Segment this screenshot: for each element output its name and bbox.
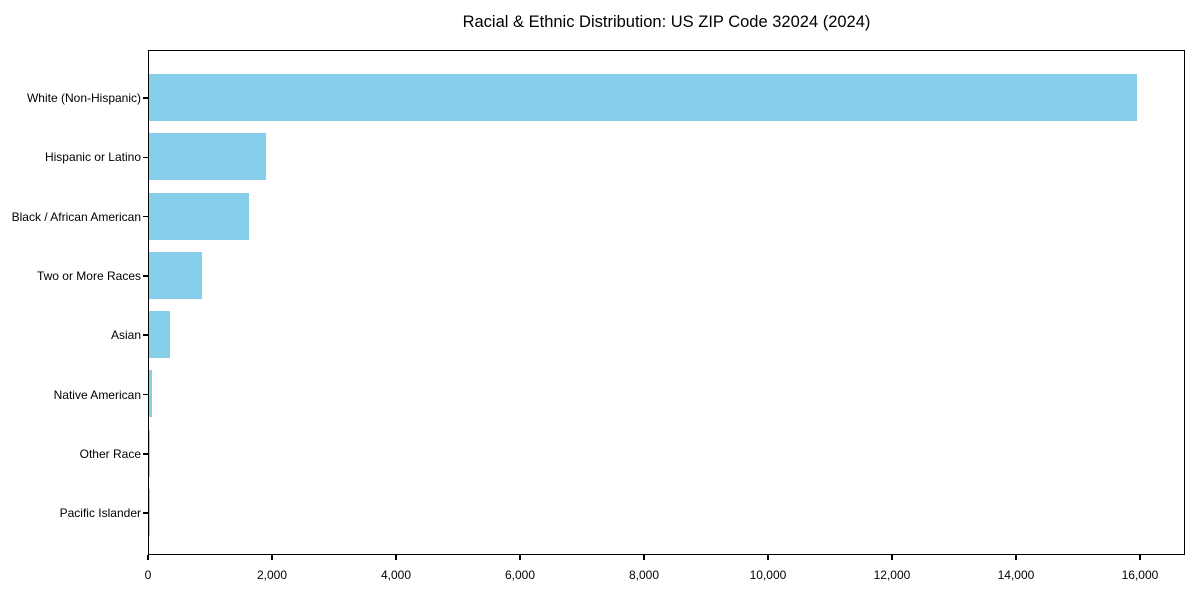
y-tick-5 [143, 393, 148, 396]
y-tick-label-4: Asian [110, 328, 141, 343]
x-tick-2 [395, 555, 397, 560]
y-tick-label-5: Native American [53, 387, 141, 402]
x-tick-label-5: 10,000 [749, 568, 787, 582]
bar-3 [149, 251, 202, 299]
x-tick-8 [1139, 555, 1141, 560]
y-tick-1 [143, 156, 148, 159]
y-tick-3 [143, 275, 148, 277]
x-tick-label-2: 4,000 [380, 568, 411, 582]
x-tick-1 [271, 555, 273, 560]
chart-title: Racial & Ethnic Distribution: US ZIP Cod… [462, 13, 871, 31]
y-tick-label-2: Black / African American [11, 209, 141, 224]
y-tick-2 [143, 215, 148, 218]
bar-6 [149, 429, 150, 477]
x-tick-0 [147, 555, 149, 560]
x-tick-label-3: 6,000 [504, 568, 535, 582]
y-tick-label-7: Pacific Islander [59, 506, 141, 521]
y-tick-label-0: White (Non-Hispanic) [26, 91, 141, 105]
x-tick-label-4: 8,000 [628, 568, 659, 582]
y-tick-6 [143, 453, 148, 455]
x-tick-label-0: 0 [144, 568, 152, 582]
x-tick-label-6: 12,000 [873, 568, 911, 582]
x-tick-4 [643, 555, 645, 560]
x-tick-3 [519, 555, 521, 560]
bar-5 [149, 370, 152, 418]
y-tick-label-3: Two or More Races [36, 268, 141, 283]
bar-0 [149, 73, 1137, 121]
x-tick-6 [891, 555, 893, 560]
x-tick-label-1: 2,000 [256, 568, 287, 582]
bar-4 [149, 311, 171, 359]
x-tick-5 [767, 555, 769, 560]
y-tick-7 [143, 512, 148, 514]
bar-2 [149, 192, 249, 240]
y-tick-4 [143, 334, 148, 336]
y-tick-label-6: Other Race [79, 446, 141, 461]
plot-area [148, 50, 1185, 555]
y-tick-0 [143, 97, 148, 99]
bar-1 [149, 133, 267, 181]
x-tick-label-7: 14,000 [997, 568, 1035, 582]
y-tick-label-1: Hispanic or Latino [44, 150, 141, 165]
x-tick-7 [1015, 555, 1017, 560]
x-tick-label-8: 16,000 [1121, 568, 1159, 582]
